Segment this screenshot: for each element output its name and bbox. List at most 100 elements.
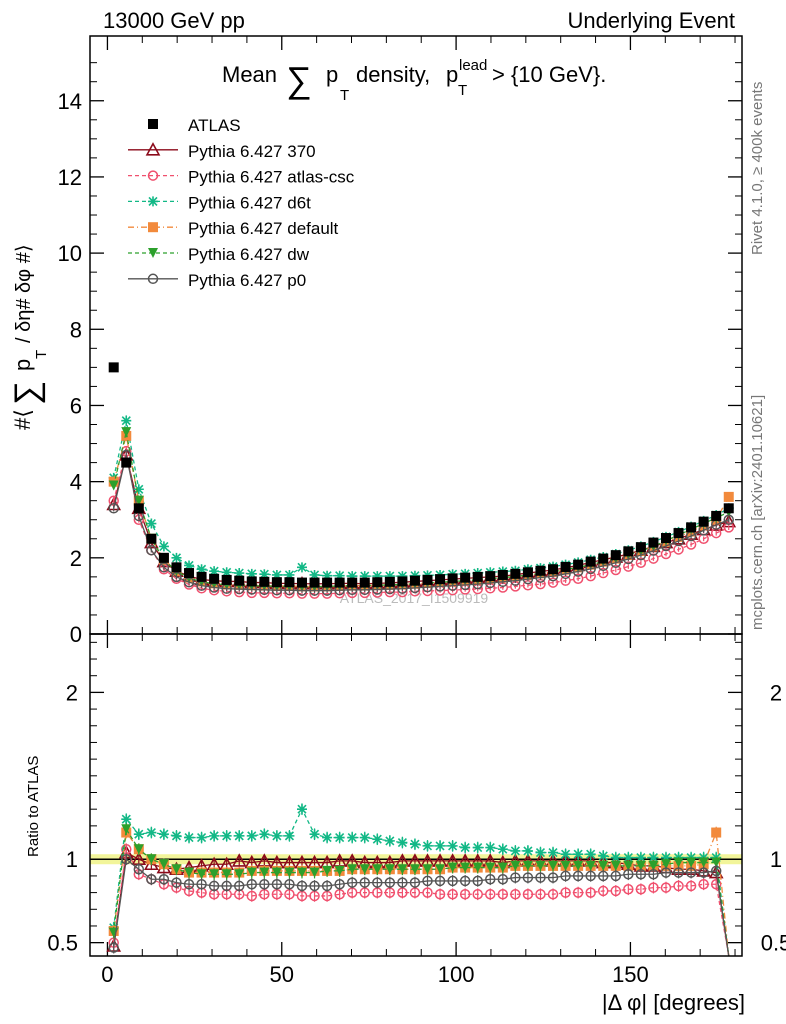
data-point <box>723 522 735 533</box>
ratio-point <box>359 877 370 888</box>
data-point <box>146 544 157 556</box>
data-point <box>585 556 596 567</box>
ratio-point <box>585 870 596 882</box>
data-point <box>146 533 157 544</box>
ratio-ylabel: Ratio to ATLAS <box>25 756 42 857</box>
legend-label: Pythia 6.427 dw <box>188 245 310 264</box>
ratio-series-pythia-6-427-d6t <box>108 803 730 957</box>
ratio-point <box>459 875 471 887</box>
ratio-point <box>573 849 584 860</box>
ratio-point <box>535 872 546 883</box>
ratio-point <box>522 889 534 900</box>
ratio-point <box>334 832 345 843</box>
ratio-point <box>372 834 383 845</box>
ratio-point <box>660 867 672 878</box>
ratio-point <box>397 837 408 848</box>
ratio-point <box>548 860 559 871</box>
data-point <box>108 362 119 373</box>
data-point <box>196 564 207 575</box>
data-point <box>597 567 609 579</box>
ratio-point <box>698 857 709 868</box>
title-t-sub: T <box>340 87 349 104</box>
data-point <box>522 567 533 578</box>
title-sum-symbol: ∑ <box>286 59 312 100</box>
legend-label: Pythia 6.427 default <box>188 219 339 238</box>
data-point <box>271 577 282 588</box>
ratio-point <box>434 875 446 887</box>
data-point <box>196 571 207 582</box>
ratio-point <box>485 874 496 885</box>
ratio-xtick-label: 50 <box>270 962 294 987</box>
ratio-point <box>623 860 634 871</box>
ratio-point <box>510 845 521 856</box>
ratio-ytick-label-right: 1 <box>770 847 782 872</box>
ratio-point <box>598 850 609 861</box>
data-point <box>610 564 622 576</box>
ratio-point <box>133 863 145 875</box>
data-point <box>660 533 671 544</box>
ratio-point <box>271 830 282 841</box>
series-atlas <box>108 362 734 588</box>
ratio-point <box>597 870 609 882</box>
series-line <box>113 451 730 595</box>
data-point <box>209 566 220 577</box>
data-point <box>246 568 257 579</box>
ratio-point <box>231 853 247 867</box>
main-ytick-label: 2 <box>70 546 82 571</box>
title-lead-sup: lead <box>459 57 487 74</box>
ratio-point <box>133 829 144 840</box>
legend-label: Pythia 6.427 p0 <box>188 271 306 290</box>
legend-marker <box>148 196 158 207</box>
data-point <box>673 528 684 539</box>
ratio-point <box>196 879 207 890</box>
ratio-point <box>121 814 132 825</box>
ratio-point <box>296 804 307 815</box>
data-point <box>623 546 634 557</box>
data-point <box>347 571 358 582</box>
legend-label: Pythia 6.427 370 <box>188 142 316 161</box>
data-point <box>560 561 571 572</box>
ratio-point <box>146 874 157 885</box>
main-ytick-label: 10 <box>58 241 82 266</box>
ratio-point <box>598 860 609 871</box>
ratio-point <box>296 880 308 892</box>
ratio-point <box>196 832 207 843</box>
data-point <box>723 503 734 514</box>
data-point <box>209 573 220 584</box>
ratio-ytick-label: 2 <box>66 680 78 705</box>
ratio-point <box>635 860 646 871</box>
title-density: density, <box>356 62 430 87</box>
data-point <box>648 553 659 564</box>
ratio-point <box>372 877 383 888</box>
legend-label: Pythia 6.427 d6t <box>188 193 311 212</box>
data-point <box>221 567 232 578</box>
ratio-point <box>435 864 446 875</box>
ratio-axis: 0.5 0.5 1 1 2 2 0 50 100 150 <box>47 634 786 987</box>
data-point <box>397 576 408 587</box>
ratio-point <box>635 884 647 895</box>
data-point <box>384 576 395 587</box>
ratio-ytick-label: 1 <box>66 847 78 872</box>
ratio-point <box>284 830 295 841</box>
ratio-point <box>322 832 333 843</box>
ratio-point <box>271 867 282 878</box>
data-point <box>271 569 282 580</box>
main-ytick-label: 8 <box>70 317 82 342</box>
main-ytick-label: 4 <box>70 470 82 495</box>
ratio-point <box>573 860 584 871</box>
data-point <box>460 572 471 583</box>
ratio-point <box>497 862 508 873</box>
ratio-point <box>635 852 646 863</box>
data-point <box>635 542 646 553</box>
ratio-point <box>158 874 170 885</box>
ratio-point <box>610 870 622 882</box>
ratio-point <box>171 877 182 888</box>
ratio-point <box>334 879 345 890</box>
data-point <box>221 574 232 585</box>
ratio-point <box>560 887 571 898</box>
ratio-point <box>535 847 546 858</box>
ratio-point <box>535 889 546 900</box>
ratio-point <box>208 880 220 892</box>
legend-entry-pythia-6-427-dw: Pythia 6.427 dw <box>128 245 310 264</box>
data-point <box>309 577 320 588</box>
